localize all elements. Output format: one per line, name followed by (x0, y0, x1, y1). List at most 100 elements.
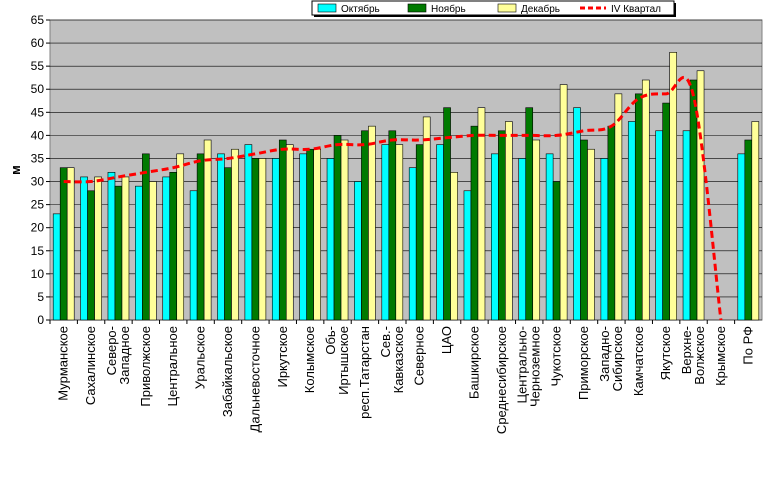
bar-1-7 (217, 153, 225, 321)
legend-swatch (497, 3, 517, 13)
bar-1-8 (244, 144, 253, 321)
x-tick-label: Северное (412, 326, 427, 385)
bar-2-14 (415, 144, 424, 321)
legend-label: Ноябрь (431, 3, 466, 15)
bar-1-3 (107, 172, 116, 321)
y-tick-label: 55 (31, 59, 45, 73)
y-axis-label: м (8, 165, 23, 175)
bar-2-23 (662, 102, 670, 321)
y-tick-label: 10 (31, 267, 45, 281)
bar-3-5 (176, 153, 185, 321)
y-tick-label: 30 (31, 175, 45, 189)
y-tick-label: 20 (31, 221, 45, 235)
bar-3-10 (313, 148, 321, 321)
bar-2-9 (278, 139, 287, 321)
legend-swatch (317, 3, 337, 13)
x-tick-label: Обь- (323, 326, 338, 355)
bar-1-13 (381, 144, 390, 321)
bar-3-1 (66, 167, 75, 321)
x-tick-label: Уральское (193, 326, 208, 389)
bar-1-4 (135, 185, 143, 321)
x-tick-label: Волжское (692, 326, 707, 385)
legend: Октябрь Ноябрь Декабрь IV Квартал (311, 0, 676, 17)
x-tick-label: Дальневосточное (247, 326, 262, 432)
x-tick-label: Западно- (597, 326, 612, 382)
x-tick-label: Среднесибирское (494, 326, 509, 434)
x-tick-label: Колымское (302, 326, 317, 393)
x-tick-label: респ.Татарстан (357, 326, 372, 419)
bar-1-19 (545, 153, 554, 321)
x-tick-label: Иркутское (275, 326, 290, 388)
bar-3-24 (696, 70, 705, 321)
bar-3-6 (203, 139, 212, 321)
legend-box (311, 0, 675, 16)
bar-1-16 (463, 190, 472, 321)
bar-2-4 (142, 153, 150, 321)
x-tick-label: Сев.- (378, 326, 393, 357)
x-tick-label: ЦАО (439, 326, 454, 354)
x-tick-label: Северо- (104, 326, 119, 375)
bar-1-11 (326, 158, 335, 321)
bar-2-18 (525, 107, 534, 321)
bar-1-2 (80, 176, 88, 321)
bar-1-5 (162, 176, 171, 321)
bar-2-15 (443, 107, 451, 321)
legend-label: IV Квартал (611, 4, 661, 15)
legend-label: Октябрь (341, 3, 380, 15)
bar-1-18 (518, 158, 527, 321)
y-tick-label: 50 (31, 82, 45, 96)
bar-3-16 (477, 107, 486, 321)
x-tick-label: Сибирское (610, 326, 625, 391)
bar-2-8 (251, 158, 260, 321)
y-tick-label: 25 (31, 198, 45, 212)
bar-1-22 (627, 121, 636, 321)
bar-2-1 (59, 167, 68, 321)
x-tick-label: Иртышское (336, 326, 351, 395)
bar-2-6 (196, 153, 205, 321)
bar-1-26 (737, 153, 746, 321)
bar-2-2 (87, 190, 95, 321)
x-tick-label: Верхне- (679, 326, 694, 374)
bar-2-11 (333, 135, 342, 321)
bar-3-11 (340, 139, 349, 321)
y-tick-label: 60 (31, 36, 45, 50)
y-tick-label: 35 (31, 151, 45, 165)
x-tick-label: Черноземное (528, 326, 543, 407)
bar-1-15 (436, 144, 444, 321)
bar-3-15 (450, 172, 458, 321)
bar-1-24 (682, 130, 691, 321)
bar-3-19 (559, 84, 568, 321)
bar-3-21 (614, 93, 623, 321)
legend-swatch (407, 3, 427, 13)
bar-2-13 (388, 130, 397, 321)
x-tick-labels: Мурманское Сахалинское Северо-Западное Прив… (56, 326, 756, 434)
bar-1-21 (600, 158, 609, 321)
bar-1-10 (299, 153, 307, 321)
bar-1-14 (408, 167, 417, 321)
bar-2-19 (552, 181, 561, 321)
x-tick-label: Крымское (713, 326, 728, 386)
y-tick-label: 15 (31, 244, 45, 258)
x-tick-label: Якутское (658, 326, 673, 380)
x-tick-label: Западное (117, 326, 132, 385)
y-tick-label: 40 (31, 128, 45, 142)
bar-3-2 (94, 176, 102, 321)
bar-3-17 (505, 121, 513, 321)
bar-3-22 (641, 79, 650, 321)
legend-label: Декабрь (521, 3, 560, 15)
y-tick-label: 5 (37, 290, 44, 304)
bar-3-7 (231, 148, 239, 321)
quarter-line (63, 76, 723, 321)
bar-2-12 (361, 130, 369, 321)
bar-2-7 (224, 167, 232, 321)
bar-1-1 (52, 213, 61, 321)
x-tick-label: Забайкальское (220, 326, 235, 417)
bar-2-16 (470, 125, 479, 321)
bar-3-8 (258, 158, 267, 321)
bar-2-5 (169, 172, 178, 321)
bar-2-21 (607, 125, 616, 321)
bar-3-14 (422, 116, 431, 321)
bar-3-18 (532, 139, 541, 321)
x-tick-label: Приморское (576, 326, 591, 400)
bar-3-13 (395, 144, 404, 321)
